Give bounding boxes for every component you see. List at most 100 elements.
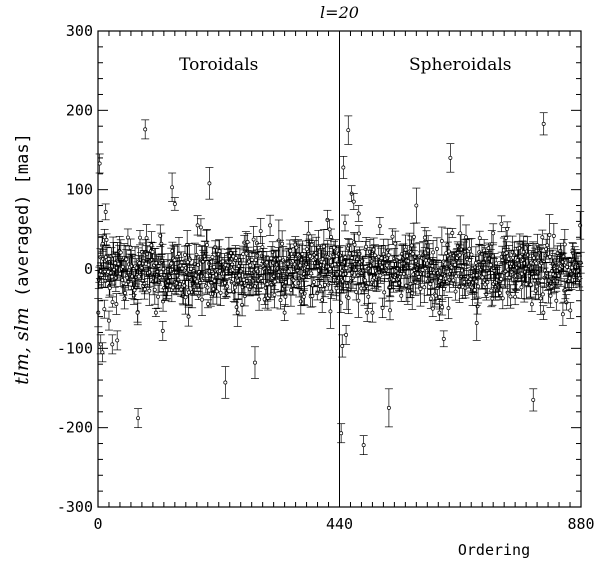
data-point [538,285,547,303]
point-marker [110,274,114,279]
point-marker [160,328,165,333]
data-point [568,242,577,259]
data-point [542,238,551,260]
point-marker [310,294,315,298]
point-marker [140,250,145,255]
data-point [201,241,210,278]
point-marker [499,254,504,259]
point-marker [296,281,301,286]
data-point [299,288,308,306]
point-marker [269,282,274,287]
data-point [375,217,384,235]
point-marker [140,278,145,283]
point-marker [385,263,389,268]
point-marker [254,241,259,246]
point-marker [251,237,256,242]
point-marker [555,279,560,284]
data-point [249,226,258,253]
point-marker [540,292,545,297]
data-point [560,229,569,260]
point-marker [304,247,309,252]
point-marker [309,271,314,276]
y-tick-label: -100 [57,339,93,357]
data-points [94,112,585,455]
point-marker [319,263,324,268]
point-marker [393,241,398,246]
point-marker [450,231,455,235]
point-marker [198,225,203,230]
point-marker [260,245,265,250]
point-marker [528,282,533,287]
data-point [342,258,351,278]
point-marker [184,265,189,270]
point-marker [204,243,209,248]
point-marker [248,263,253,268]
data-point [255,288,264,311]
data-point [412,187,421,224]
data-point [202,229,211,262]
data-point [359,435,368,455]
point-marker [453,262,457,267]
point-marker [569,265,574,270]
data-point [354,205,363,222]
point-marker [321,244,326,249]
point-marker [298,263,303,268]
point-marker [458,231,463,236]
data-point [308,284,317,308]
point-marker [379,256,384,261]
data-point [340,214,349,232]
point-marker [409,243,414,248]
point-marker [340,344,345,348]
chart-title: l=20 [320,3,359,22]
point-marker [312,280,316,284]
data-point [251,276,260,296]
point-marker [152,287,157,292]
point-marker [218,290,223,295]
data-point [439,330,448,348]
data-point [243,233,252,251]
point-marker [186,314,191,319]
point-marker [195,223,200,228]
point-marker [170,185,175,190]
point-marker [428,296,433,301]
point-marker [122,296,127,301]
point-marker [546,285,551,290]
data-point [95,153,104,174]
point-marker [256,269,260,274]
point-marker [264,260,269,265]
point-marker [438,275,443,280]
point-marker [471,273,476,278]
point-marker [129,264,134,268]
point-marker [442,287,447,291]
point-marker [346,128,351,133]
point-marker [505,290,510,295]
point-marker [414,203,419,208]
data-point [526,270,535,299]
data-point [354,225,363,242]
point-marker [568,308,573,313]
data-point [104,253,113,265]
point-marker [102,307,107,312]
point-marker [423,258,428,263]
point-marker [142,287,147,292]
data-point [148,242,157,262]
data-point [108,296,117,308]
point-marker [138,235,142,240]
point-marker [150,249,155,254]
point-marker [377,224,382,228]
y-tick-label: 300 [66,22,93,40]
point-marker [291,278,296,283]
point-marker [531,397,536,402]
data-point [440,282,449,296]
point-marker [214,289,219,294]
point-marker [538,296,543,301]
data-point [119,270,128,296]
data-point [532,277,541,296]
data-point [133,302,142,323]
data-point [384,249,393,261]
point-marker [207,181,212,186]
data-point [223,279,232,294]
region-label: Toroidals [179,55,258,75]
point-marker [137,261,142,266]
point-marker [294,245,299,250]
